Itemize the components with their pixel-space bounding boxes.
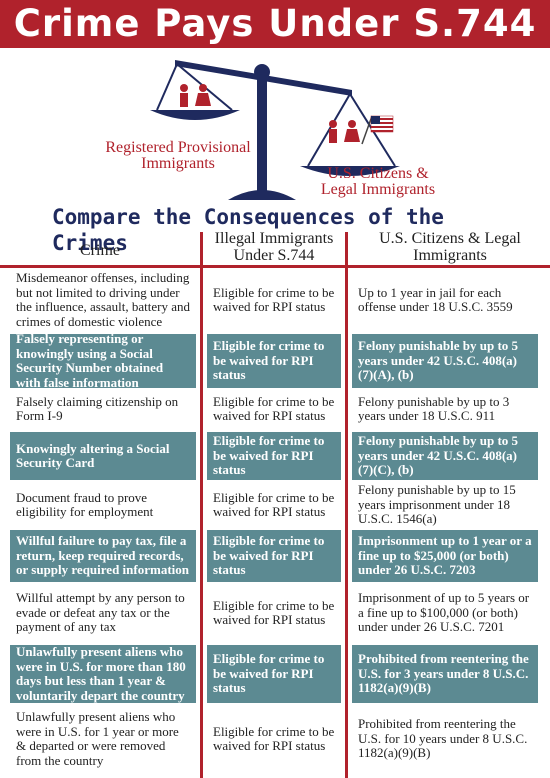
- illegal-status-cell: Eligible for crime to be waived for RPI …: [213, 723, 335, 753]
- illegal-status-cell: Eligible for crime to be waived for RPI …: [207, 334, 341, 388]
- illegal-status-cell: Eligible for crime to be waived for RPI …: [213, 489, 335, 519]
- table-row: Willful attempt by any person to evade o…: [0, 587, 550, 639]
- crime-cell: Unlawfully present aliens who were in U.…: [16, 709, 179, 768]
- citizen-penalty-cell: Up to 1 year in jail for each offense un…: [358, 284, 513, 314]
- illegal-status-cell: Eligible for crime to be waived for RPI …: [213, 284, 335, 314]
- illegal-status-cell: Eligible for crime to be waived for RPI …: [207, 530, 341, 582]
- illegal-status-cell: Eligible for crime to be waived for RPI …: [213, 597, 335, 627]
- column-divider: [200, 232, 203, 778]
- table-row: Willful failure to pay tax, file a retur…: [0, 530, 550, 582]
- citizen-penalty-cell: Imprisonment up to 1 year or a fine up t…: [352, 530, 538, 582]
- us-flag-icon: [361, 115, 394, 145]
- crime-cell: Document fraud to prove eligibility for …: [16, 489, 154, 519]
- table-row: Falsely representing or knowingly using …: [0, 331, 550, 389]
- left-scale-label: Registered Provisional Immigrants: [105, 139, 251, 172]
- title-banner: Crime Pays Under S.744: [0, 0, 550, 48]
- citizen-penalty-cell: Prohibited from reentering the U.S. for …: [352, 645, 538, 703]
- crime-cell: Falsely claiming citizenship on Form I-9: [16, 393, 179, 423]
- table-row: Knowingly altering a Social Security Car…: [0, 432, 550, 480]
- right-scale-label: U.S. Citizens & Legal Immigrants: [320, 165, 436, 198]
- illegal-status-cell: Eligible for crime to be waived for RPI …: [213, 393, 335, 423]
- citizen-penalty-cell: Prohibited from reentering the U.S. for …: [358, 716, 528, 761]
- crime-cell: Knowingly altering a Social Security Car…: [10, 432, 196, 480]
- table-row: Unlawfully present aliens who were in U.…: [0, 644, 550, 703]
- citizen-penalty-cell: Felony punishable by up to 15 years impr…: [358, 482, 516, 527]
- crime-cell: Willful attempt by any person to evade o…: [16, 590, 185, 635]
- header-divider: [0, 265, 550, 268]
- illegal-status-cell: Eligible for crime to be waived for RPI …: [207, 432, 341, 480]
- citizen-penalty-cell: Felony punishable by up to 5 years under…: [352, 334, 538, 388]
- table-row: Unlawfully present aliens who were in U.…: [0, 707, 550, 771]
- crime-cell: Falsely representing or knowingly using …: [10, 331, 196, 389]
- table-row: Document fraud to prove eligibility for …: [0, 482, 550, 527]
- column-divider: [345, 232, 348, 778]
- illegal-status-cell: Eligible for crime to be waived for RPI …: [207, 645, 341, 703]
- header-illegal-immigrants: Illegal Immigrants Under S.744: [214, 230, 334, 264]
- table-row: Misdemeanor offenses, including but not …: [0, 270, 550, 329]
- header-citizens: U.S. Citizens & Legal Immigrants: [379, 230, 521, 264]
- citizen-penalty-cell: Imprisonment of up to 5 years or a fine …: [358, 590, 530, 635]
- balance-scale-illustration: [150, 60, 400, 200]
- crime-cell: Misdemeanor offenses, including but not …: [16, 270, 190, 329]
- citizen-penalty-cell: Felony punishable by up to 3 years under…: [358, 393, 510, 423]
- header-crime: Crime: [80, 242, 120, 259]
- citizen-penalty-cell: Felony punishable by up to 5 years under…: [352, 432, 538, 480]
- page-title: Crime Pays Under S.744: [13, 2, 537, 45]
- crime-cell: Unlawfully present aliens who were in U.…: [10, 644, 196, 703]
- people-icon: [180, 84, 211, 107]
- subtitle: Compare the Consequences of the Crimes: [52, 205, 444, 255]
- people-icon: [329, 120, 360, 143]
- crime-cell: Willful failure to pay tax, file a retur…: [10, 530, 196, 582]
- table-row: Falsely claiming citizenship on Form I-9…: [0, 390, 550, 428]
